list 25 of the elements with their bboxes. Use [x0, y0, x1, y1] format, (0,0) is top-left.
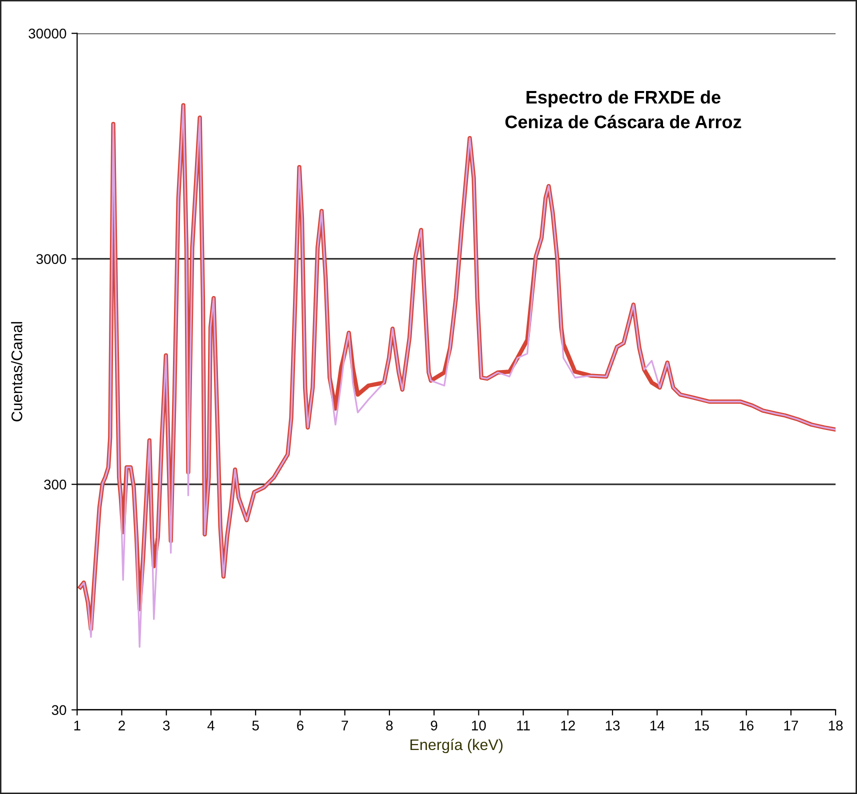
- x-tick-label: 9: [430, 720, 438, 730]
- y-tick-label: 30: [52, 705, 66, 716]
- x-tick-label: 13: [606, 720, 620, 730]
- x-tick-label: 11: [517, 720, 530, 730]
- x-tick-label: 12: [561, 720, 575, 730]
- x-tick-label: 7: [342, 720, 348, 730]
- x-axis-title: Energía (keV): [410, 738, 503, 754]
- x-tick-label: 2: [118, 720, 125, 730]
- x-tick-label: 8: [386, 720, 393, 730]
- x-tick-label: 17: [784, 720, 798, 730]
- x-tick-label: 18: [828, 720, 843, 730]
- x-tick-label: 1: [74, 720, 80, 730]
- x-tick-label: 5: [252, 720, 259, 730]
- x-tick-label: 10: [472, 720, 486, 730]
- x-tick-label: 6: [297, 720, 304, 730]
- y-tick-label: 30000: [28, 28, 66, 39]
- y-tick-label: 300: [44, 480, 66, 490]
- x-tick-label: 4: [207, 720, 214, 730]
- y-tick-label: 3000: [36, 254, 66, 264]
- text: Espectro de FRXDE de Ceniza de Cáscara de Arroz: [505, 90, 742, 128]
- x-tick-label: 15: [695, 720, 709, 730]
- y-axis-title: Cuentas/Canal: [11, 322, 22, 422]
- x-tick-label: 3: [163, 720, 170, 730]
- x-tick-label: 16: [740, 720, 754, 730]
- x-tick-label: 14: [650, 720, 664, 730]
